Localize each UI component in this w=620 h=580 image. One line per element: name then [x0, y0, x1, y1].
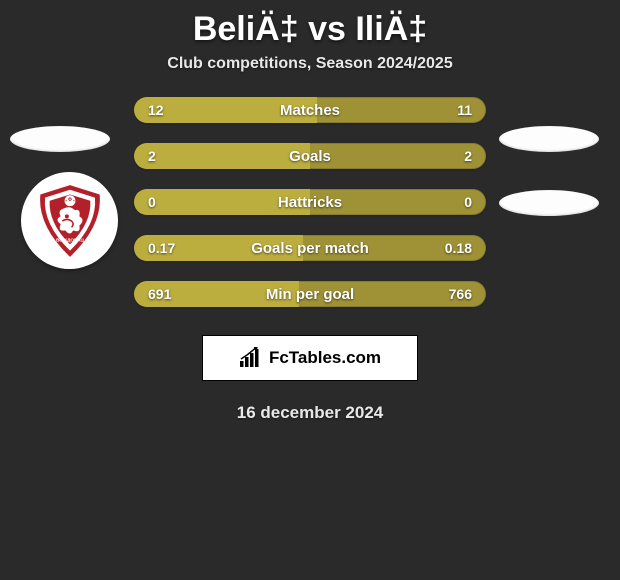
player-placeholder-left [10, 126, 110, 152]
player-placeholder-right-2 [499, 190, 599, 216]
stat-bar-content: 12 Matches 11 [134, 97, 486, 123]
svg-text:ВОЖДОВАЦ: ВОЖДОВАЦ [56, 237, 84, 242]
stat-label: Matches [280, 102, 340, 119]
subtitle: Club competitions, Season 2024/2025 [0, 55, 620, 97]
stat-value-right: 2 [464, 148, 472, 164]
stat-bar-content: 0 Hattricks 0 [134, 189, 486, 215]
player-placeholder-right-1 [499, 126, 599, 152]
stat-bar-content: 0.17 Goals per match 0.18 [134, 235, 486, 261]
stat-bar: 0.17 Goals per match 0.18 [134, 235, 486, 261]
stat-bar: 691 Min per goal 766 [134, 281, 486, 307]
brand-box[interactable]: FcTables.com [202, 335, 418, 381]
stat-value-right: 0.18 [445, 240, 472, 256]
stat-bar-content: 691 Min per goal 766 [134, 281, 486, 307]
stat-value-right: 0 [464, 194, 472, 210]
stat-value-left: 0 [148, 194, 156, 210]
stat-label: Goals [289, 148, 331, 165]
stat-bar: 12 Matches 11 [134, 97, 486, 123]
right-player-column [499, 126, 599, 216]
team-badge-left: ВОЖДОВАЦ [21, 172, 118, 269]
left-player-column [10, 126, 110, 152]
title: BeliÄ‡ vs IliÄ‡ [0, 0, 620, 55]
stat-label: Min per goal [266, 286, 354, 303]
stat-value-left: 2 [148, 148, 156, 164]
stat-label: Hattricks [278, 194, 342, 211]
date: 16 december 2024 [0, 403, 620, 423]
stat-value-left: 0.17 [148, 240, 175, 256]
stat-bar-content: 2 Goals 2 [134, 143, 486, 169]
stat-value-right: 11 [457, 102, 472, 118]
stat-bars-container: 12 Matches 11 2 Goals 2 0 Hattricks 0 0.17 Goals p… [134, 97, 486, 307]
stat-bar: 2 Goals 2 [134, 143, 486, 169]
shield-badge-icon: ВОЖДОВАЦ [31, 182, 109, 260]
stat-bar: 0 Hattricks 0 [134, 189, 486, 215]
stat-label: Goals per match [251, 240, 369, 257]
stat-value-left: 12 [148, 102, 164, 118]
brand-text: FcTables.com [269, 348, 381, 368]
bar-chart-icon [239, 347, 263, 369]
stat-value-left: 691 [148, 286, 171, 302]
stat-value-right: 766 [449, 286, 472, 302]
